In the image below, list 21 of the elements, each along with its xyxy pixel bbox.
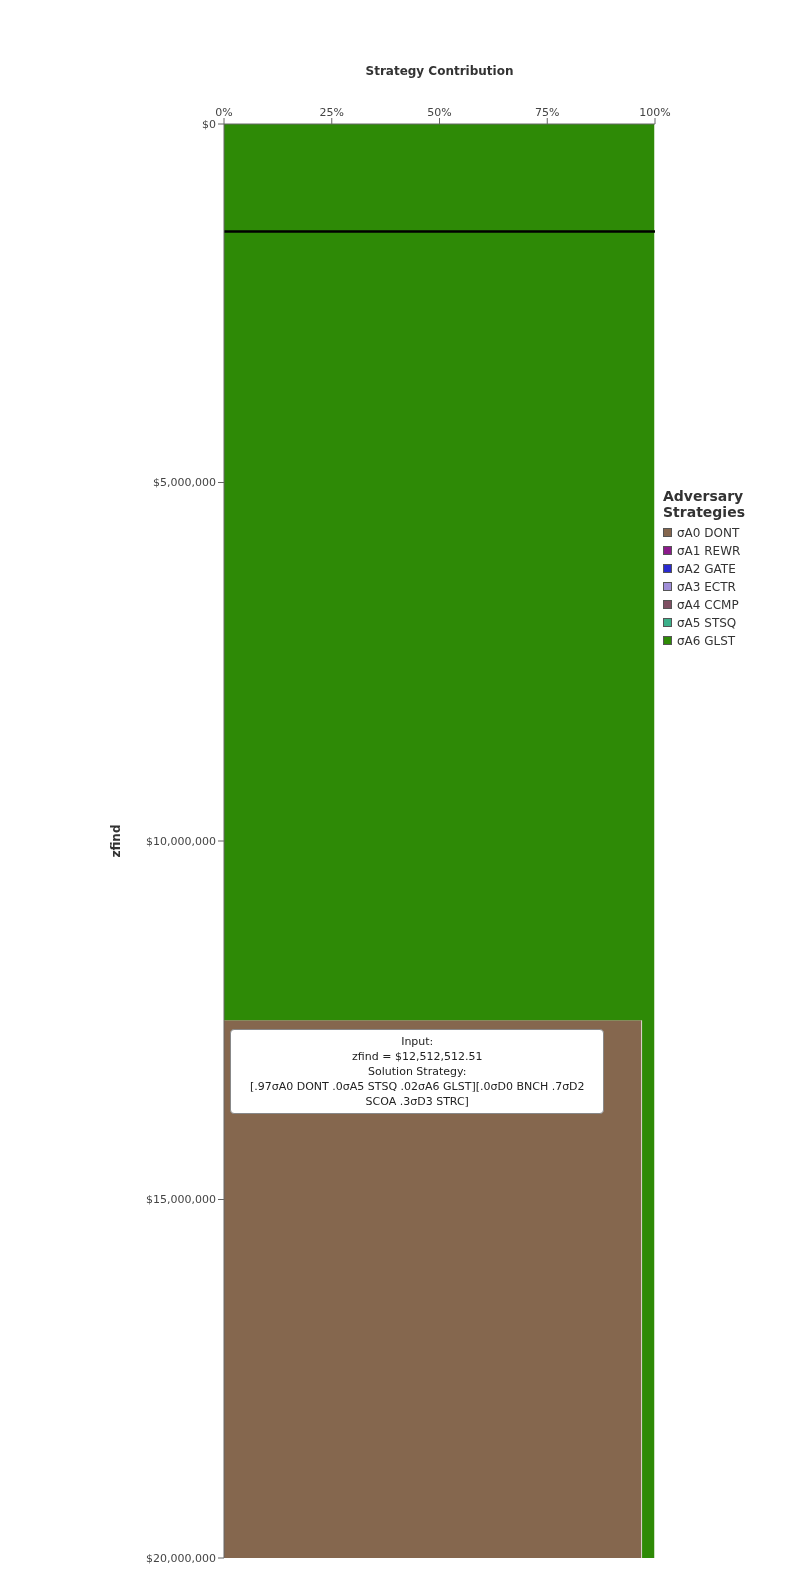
series-label: σA6 GLST xyxy=(676,634,737,648)
legend-title: Adversary Strategies xyxy=(663,488,746,520)
y-tick-label: $15,000,000 xyxy=(146,1193,216,1207)
x-tick-label: 50% xyxy=(427,106,452,119)
y-tick-label: $20,000,000 xyxy=(146,1551,216,1565)
x-tick-label: 0% xyxy=(215,106,233,119)
x-tick-label: 25% xyxy=(319,106,344,119)
legend-label: σA5 STSQ xyxy=(676,616,738,630)
legend-label: σA1 REWR xyxy=(676,544,742,558)
y-tick-label: $10,000,000 xyxy=(146,834,216,848)
legend-label: σA0 DONT xyxy=(676,526,741,540)
x-tick-label: 100% xyxy=(639,106,671,119)
y-axis-title: zfind xyxy=(109,824,124,858)
legend-label: σA3 ECTR xyxy=(676,580,737,594)
legend-label: σA4 CCMP xyxy=(676,598,740,612)
callout-box: Input: zfind = $12,512,512.51 Solution Strategy: [.97σA0 DONT .0σA5 STSQ .02σA6 GLST][.0σD0 BNCH .7σD2 SCOA .3σD3 STRC] xyxy=(230,1029,605,1115)
legend-label: σA2 GATE xyxy=(676,562,737,576)
y-tick-label: $5,000,000 xyxy=(153,476,216,490)
x-tick-label: 75% xyxy=(535,106,560,119)
x-axis-title: Strategy Contribution xyxy=(365,63,514,78)
y-tick-label: $0 xyxy=(202,117,216,131)
